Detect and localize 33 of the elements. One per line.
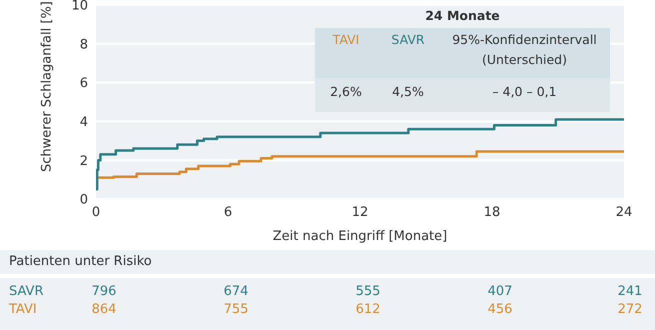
y-tick-label: 4 — [80, 115, 88, 130]
text: Patienten unter Risiko — [0, 250, 655, 274]
text: TAVI — [9, 302, 37, 317]
text: 796 — [90, 284, 118, 299]
x-tick-label: 0 — [92, 205, 100, 220]
annotation: – 4,0 – 0,1 — [491, 84, 558, 101]
annotation: 95%-Konfidenzintervall (Unterschied) — [451, 31, 598, 69]
y-axis-title: Schwerer Schlaganfall [%] — [40, 1, 55, 172]
text: 612 — [354, 302, 382, 317]
y-tick-label: 2 — [80, 154, 88, 169]
text: TAVI — [332, 32, 360, 49]
x-axis-title: Zeit nach Eingriff [Monate] — [272, 229, 448, 244]
text: 674 — [222, 284, 250, 299]
y-tick-label: 8 — [80, 37, 88, 52]
text: 555 — [354, 284, 382, 299]
x-tick-label: 6 — [224, 205, 232, 220]
text: 456 — [486, 302, 514, 317]
annotation: 4,5% — [391, 84, 425, 101]
x-tick-label: 18 — [484, 205, 500, 220]
x-tick-label: 24 — [616, 205, 632, 220]
x-tick-label: 12 — [352, 205, 368, 220]
annotation: 24 Monate — [424, 8, 501, 25]
text: 864 — [90, 302, 118, 317]
text: 407 — [486, 284, 514, 299]
text: 241 — [616, 284, 644, 299]
y-tick-label: 10 — [71, 0, 88, 14]
text: SAVR — [9, 284, 44, 299]
text: SAVR — [390, 32, 426, 49]
text: 272 — [616, 302, 644, 317]
y-tick-label: 0 — [80, 192, 88, 208]
y-tick-label: 6 — [80, 76, 88, 92]
text: 755 — [222, 302, 250, 317]
annotation: 2,6% — [329, 84, 363, 101]
